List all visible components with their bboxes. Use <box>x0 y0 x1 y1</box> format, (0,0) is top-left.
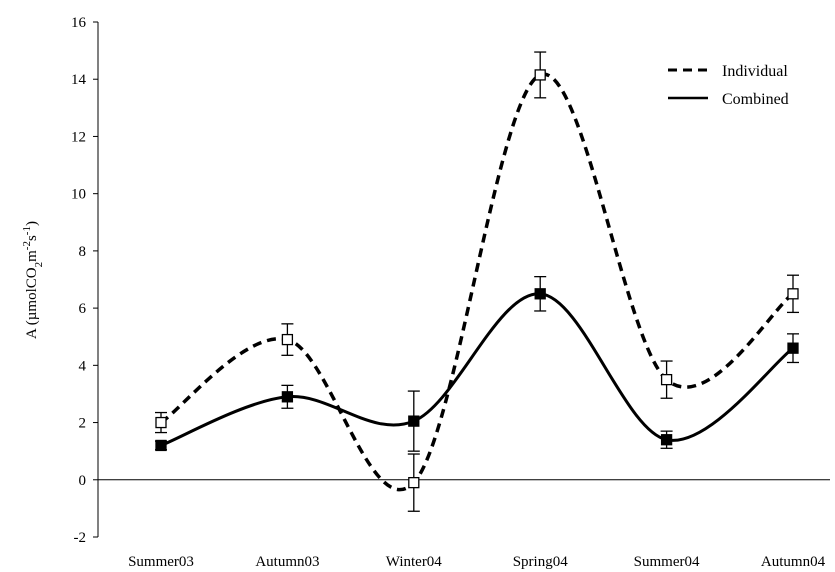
x-tick-label: Spring04 <box>513 554 569 570</box>
y-axis-title: A (µmolCO2m-2s-1) <box>21 221 45 339</box>
data-point <box>534 69 546 81</box>
y-tick-label: 16 <box>71 15 87 31</box>
y-tick-label: 6 <box>79 301 87 317</box>
y-tick-label: 12 <box>71 129 86 145</box>
data-point <box>787 288 799 300</box>
series-line <box>160 292 794 447</box>
data-point <box>155 416 167 429</box>
y-tick-label: 10 <box>71 187 86 203</box>
data-point <box>281 391 294 403</box>
data-point <box>155 439 167 452</box>
x-tick-label: Autumn04 <box>761 554 826 570</box>
y-tick-label: 2 <box>79 416 87 432</box>
y-tick-label: 8 <box>79 244 87 260</box>
x-tick-label: Winter04 <box>386 554 443 570</box>
x-tick-label: Summer03 <box>128 554 194 570</box>
data-point <box>660 434 673 446</box>
y-axis-ticks: -2 0 2 4 6 8 10 12 14 16 <box>71 15 98 546</box>
y-tick-label: 4 <box>79 358 87 374</box>
data-point <box>408 476 420 489</box>
legend-label: Combined <box>722 91 789 108</box>
data-point <box>281 333 294 346</box>
series-layer <box>155 51 799 512</box>
y-tick-label: -2 <box>74 530 87 546</box>
y-tick-label: 14 <box>71 72 87 88</box>
axes <box>97 22 830 537</box>
legend-item: Individual <box>668 63 788 80</box>
series-combined <box>155 275 799 452</box>
data-point <box>660 373 673 386</box>
legend-label: Individual <box>722 63 788 80</box>
y-tick-label: 0 <box>79 473 87 489</box>
legend: Individual Combined <box>668 63 789 108</box>
data-point <box>534 288 546 300</box>
series-line <box>160 72 795 492</box>
x-axis-ticks: Summer03 Autumn03 Winter04 Spring04 Summer04… <box>128 554 826 570</box>
series-individual <box>155 51 799 512</box>
legend-item: Combined <box>668 91 789 108</box>
data-point <box>787 342 799 354</box>
x-tick-label: Summer04 <box>634 554 700 570</box>
data-point <box>408 415 420 427</box>
x-tick-label: Autumn03 <box>255 554 319 570</box>
